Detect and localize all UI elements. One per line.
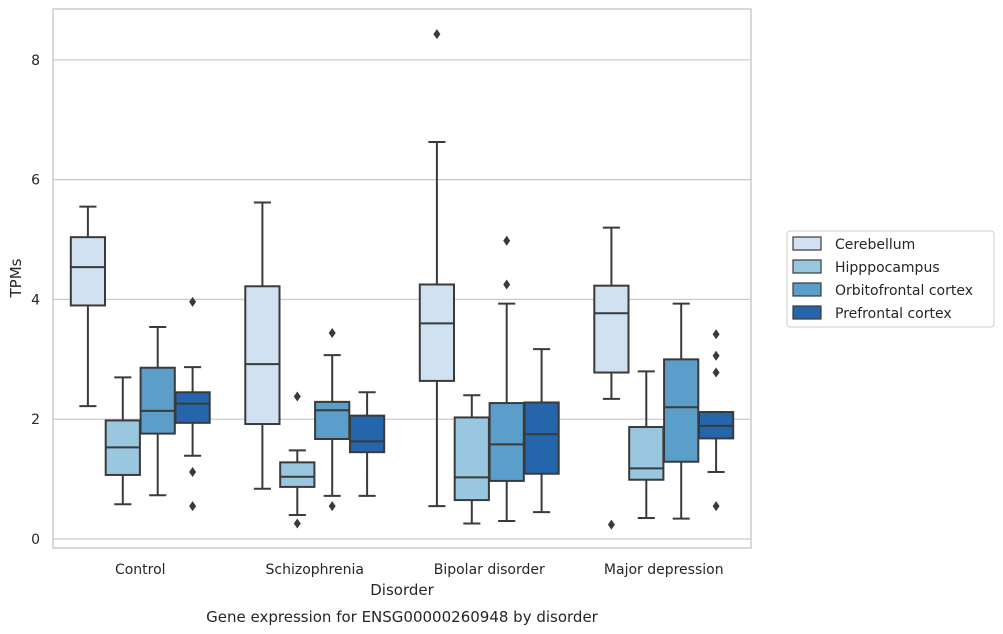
plot-area-frame (52, 8, 752, 549)
box-iqr (488, 402, 525, 482)
box-iqr (523, 401, 560, 475)
outlier-point (503, 279, 511, 290)
outlier-point (189, 501, 197, 512)
x-tick-label-schizophrenia: Schizophrenia (266, 562, 364, 578)
box-cerebellum-control (69, 205, 107, 408)
box-orbitofrontal-cortex-major-depression (663, 302, 700, 520)
legend-swatch-prefrontal-cortex (792, 305, 822, 320)
outlier-point (328, 327, 336, 338)
outlier-point (712, 350, 720, 361)
box-iqr (174, 391, 211, 424)
y-tick-label-0: 0 (31, 532, 40, 548)
y-tick-label-2: 2 (31, 412, 40, 428)
box-iqr (279, 461, 316, 488)
outlier-point (433, 29, 441, 40)
box-iqr (663, 358, 700, 463)
outlier-point (293, 391, 301, 402)
outlier-point (503, 235, 511, 246)
box-prefrontal-cortex-major-depression (697, 329, 735, 512)
box-cerebellum-major-depression (593, 226, 630, 530)
legend-swatch-orbitofrontal-cortex (792, 282, 822, 297)
box-hipppocampus-control (104, 376, 141, 506)
x-axis-title: Disorder (370, 581, 434, 599)
outlier-point (293, 518, 301, 529)
outlier-point (712, 329, 720, 340)
legend-label-prefrontal-cortex: Prefrontal cortex (835, 306, 952, 322)
box-orbitofrontal-cortex-control (139, 326, 176, 497)
box-iqr (593, 284, 630, 374)
legend: Cerebellum Hipppocampus Orbitofrontal cort… (786, 230, 995, 328)
box-prefrontal-cortex-schizophrenia (348, 391, 386, 497)
box-iqr (348, 414, 386, 454)
legend-swatch-cerebellum (792, 236, 822, 251)
box-iqr (314, 400, 351, 441)
legend-label-hipppocampus: Hipppocampus (835, 260, 940, 276)
box-cerebellum-schizophrenia (244, 201, 281, 490)
legend-label-orbitofrontal-cortex: Orbitofrontal cortex (835, 283, 973, 299)
y-axis-ticks: 0 2 4 6 8 (31, 53, 40, 548)
box-iqr (139, 366, 176, 435)
box-hipppocampus-major-depression (628, 370, 665, 520)
chart-caption: Gene expression for ENSG00000260948 by d… (206, 608, 599, 626)
box-iqr (244, 285, 281, 426)
box-iqr (453, 416, 490, 502)
box-iqr (69, 236, 107, 307)
y-axis-title: TPMs (7, 258, 25, 298)
box-hipppocampus-schizophrenia (279, 391, 316, 529)
box-hipppocampus-bipolar-disorder (453, 394, 490, 525)
x-tick-label-control: Control (115, 562, 166, 578)
box-prefrontal-cortex-control (174, 296, 211, 512)
outlier-point (712, 501, 720, 512)
y-tick-label-6: 6 (31, 173, 40, 189)
boxes (69, 29, 735, 530)
outlier-point (712, 367, 720, 378)
box-iqr (418, 283, 456, 382)
y-tick-label-4: 4 (31, 292, 40, 308)
outlier-point (607, 519, 615, 530)
outlier-point (189, 466, 197, 477)
box-iqr (628, 426, 665, 481)
x-axis-ticks: Control Schizophrenia Bipolar disorder Majo… (115, 562, 724, 578)
box-orbitofrontal-cortex-schizophrenia (314, 327, 351, 512)
outlier-point (189, 296, 197, 307)
box-prefrontal-cortex-bipolar-disorder (523, 348, 560, 514)
y-tick-label-8: 8 (31, 53, 40, 69)
box-orbitofrontal-cortex-bipolar-disorder (488, 235, 525, 523)
legend-swatch-hipppocampus (792, 259, 822, 274)
box-cerebellum-bipolar-disorder (418, 29, 456, 508)
outlier-point (328, 501, 336, 512)
x-tick-label-bipolar-disorder: Bipolar disorder (434, 562, 545, 578)
legend-label-cerebellum: Cerebellum (835, 237, 915, 253)
legend-items: Cerebellum Hipppocampus Orbitofrontal cort… (792, 236, 973, 322)
x-tick-label-major-depression: Major depression (604, 562, 724, 578)
legend-frame (786, 230, 995, 328)
